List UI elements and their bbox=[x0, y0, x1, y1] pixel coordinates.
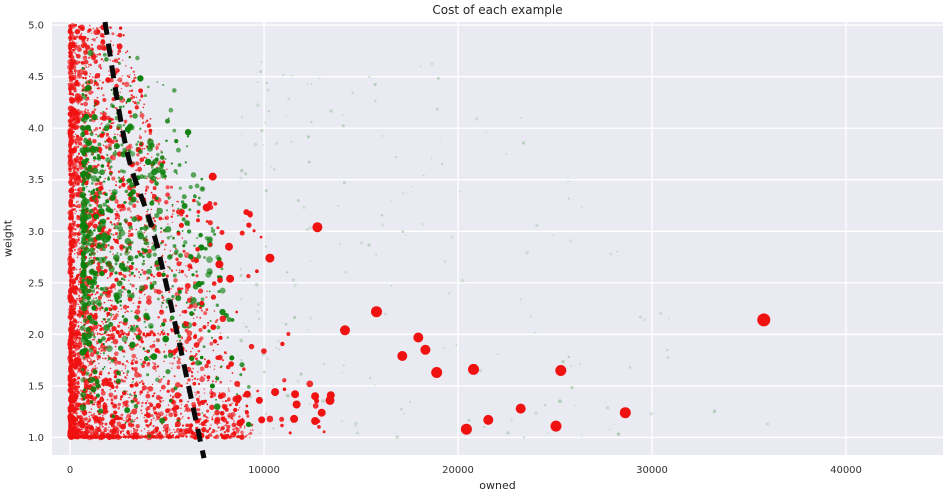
red-band-weight-2 bbox=[68, 332, 170, 337]
green-examples-dense bbox=[79, 49, 253, 439]
x-tick-labels: 0 10000 20000 30000 40000 bbox=[67, 465, 862, 476]
red-band-weight-1 bbox=[68, 434, 211, 440]
scatter-points bbox=[67, 23, 770, 441]
large-cost-examples bbox=[202, 172, 771, 435]
axes-background bbox=[52, 22, 943, 455]
y-axis-label: weight bbox=[1, 219, 15, 258]
x-axis-label: owned bbox=[479, 479, 516, 492]
chart-title: Cost of each example bbox=[432, 3, 563, 17]
y-tick-labels: 1.01.52.02.53.03.54.04.55.0 bbox=[28, 21, 44, 444]
red-sparse-mid bbox=[174, 198, 326, 437]
